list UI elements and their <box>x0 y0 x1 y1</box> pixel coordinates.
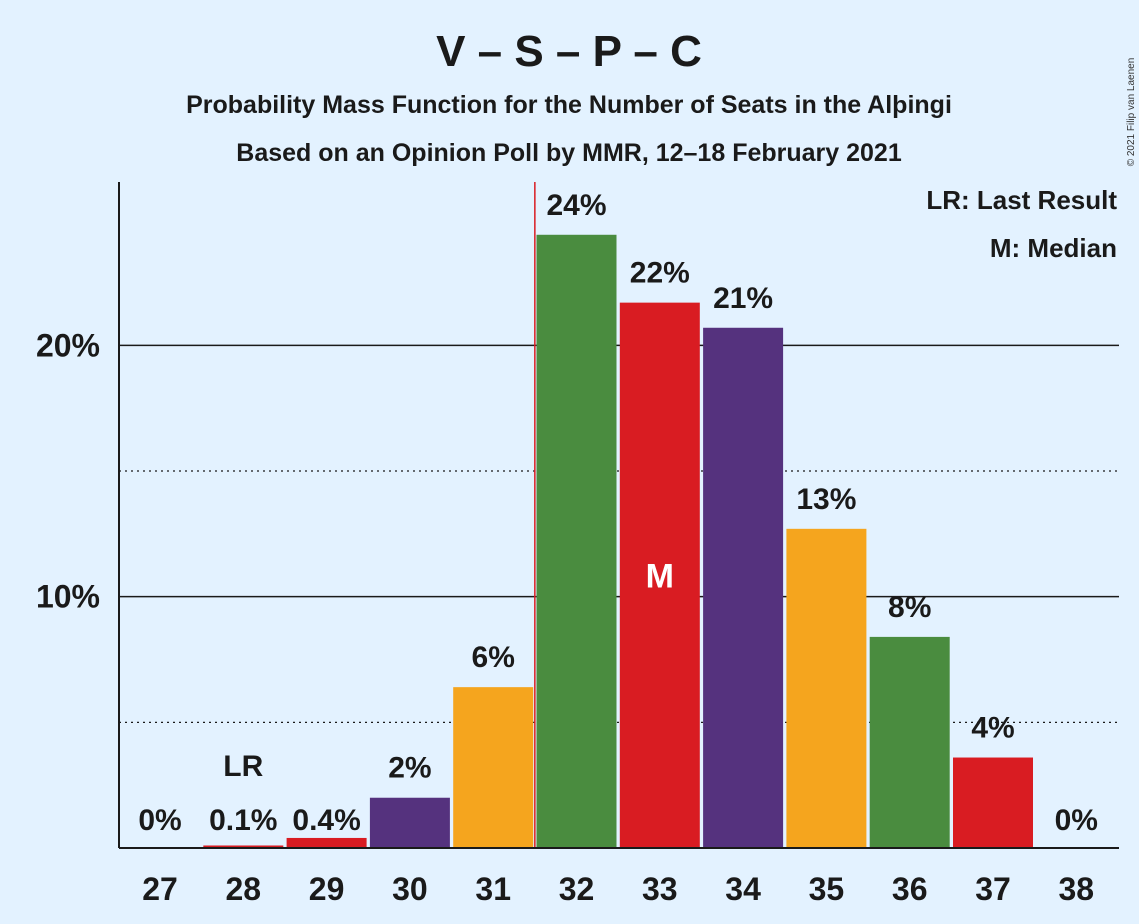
bar-value-label: 22% <box>630 257 690 290</box>
bar <box>453 687 534 848</box>
bar <box>953 757 1033 848</box>
bar-value-label: 0% <box>1055 804 1098 837</box>
bar <box>703 327 784 848</box>
x-tick-label: 34 <box>725 871 761 907</box>
legend-median: M: Median <box>990 233 1117 263</box>
bar-value-label: 24% <box>546 189 606 222</box>
bars <box>203 234 1033 849</box>
y-tick-label: 10% <box>36 579 100 615</box>
copyright-note: © 2021 Filip van Laenen <box>1126 58 1137 167</box>
grid-lines: 10% 20% <box>36 327 1119 723</box>
bar-value-label: 13% <box>796 483 856 516</box>
x-tick-label: 37 <box>975 871 1011 907</box>
bar-value-label: 0% <box>138 804 181 837</box>
bar-value-label: 4% <box>971 712 1014 745</box>
x-tick-label: 31 <box>475 871 511 907</box>
bar-value-label: 6% <box>472 641 515 674</box>
bar-value-label: 0.4% <box>292 804 360 837</box>
axes <box>118 182 1119 849</box>
bar <box>619 302 700 848</box>
x-tick-label: 27 <box>142 871 178 907</box>
bar-labels: 0% 27 0.1% 28 LR 0.4% 29 2% 30 6% 31 24% 32 22% 33 M 21%… <box>138 189 1098 907</box>
x-tick-label: 38 <box>1059 871 1095 907</box>
chart-subtitle-2: Based on an Opinion Poll by MMR, 12–18 F… <box>236 139 902 167</box>
chart-subtitle-1: Probability Mass Function for the Number… <box>186 91 952 119</box>
bar <box>869 636 950 848</box>
bar <box>369 797 450 848</box>
bar <box>203 845 284 848</box>
bar <box>786 528 867 848</box>
bar-value-label: 0.1% <box>209 804 277 837</box>
x-tick-label: 30 <box>392 871 428 907</box>
bar <box>286 837 367 848</box>
legend-last-result: LR: Last Result <box>926 185 1117 215</box>
y-tick-label: 20% <box>36 327 100 363</box>
x-tick-label: 29 <box>309 871 345 907</box>
x-tick-label: 36 <box>892 871 928 907</box>
bar-value-label: 2% <box>388 752 431 785</box>
bar-value-label: 8% <box>888 591 931 624</box>
x-tick-label: 35 <box>809 871 845 907</box>
last-result-marker: LR <box>223 750 263 783</box>
median-marker: M <box>646 557 674 595</box>
chart-title: V – S – P – C <box>436 27 702 76</box>
x-tick-label: 28 <box>226 871 262 907</box>
bar <box>536 234 617 849</box>
x-tick-label: 32 <box>559 871 595 907</box>
bar-value-label: 21% <box>713 282 773 315</box>
x-tick-label: 33 <box>642 871 678 907</box>
